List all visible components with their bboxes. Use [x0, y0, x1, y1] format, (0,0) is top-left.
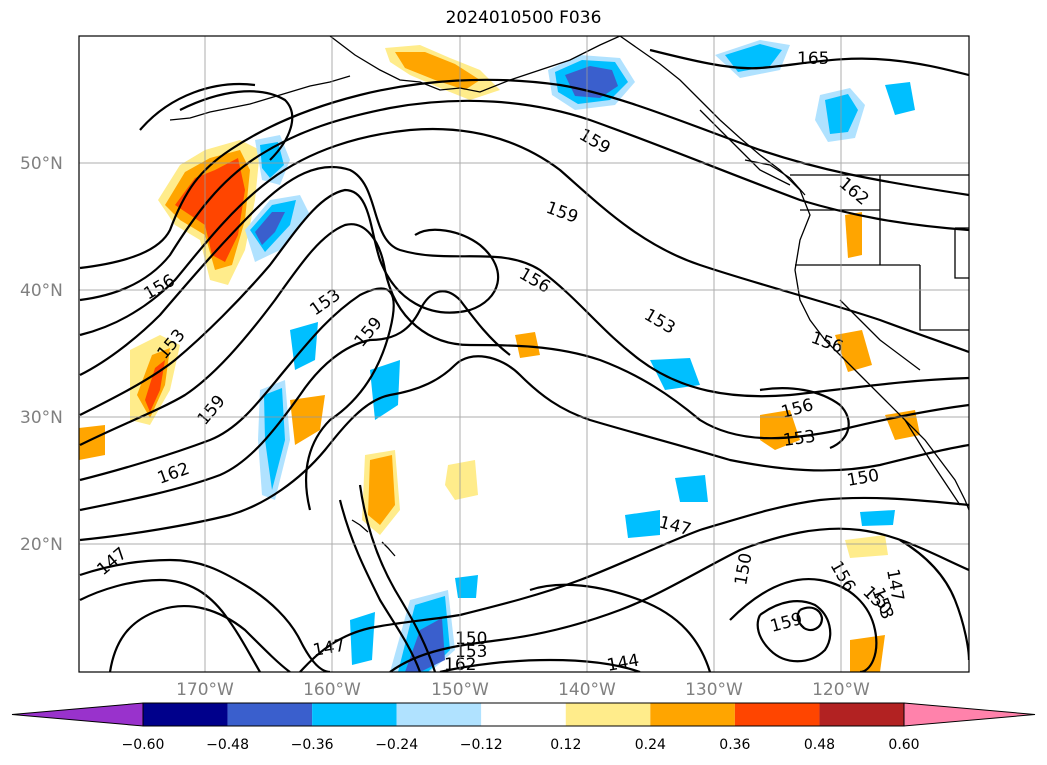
colorbar-tick-label: −0.48	[206, 737, 249, 753]
contour-label: 159	[351, 313, 387, 351]
colorbar-segment	[143, 703, 228, 726]
contour-label: 147	[311, 636, 346, 661]
contour-label: 159	[194, 391, 230, 429]
colorbar-extend-low	[11, 702, 144, 727]
colorbar-segment	[819, 703, 904, 726]
lat-label: 50°N	[20, 154, 63, 174]
contour-label: 156	[516, 264, 554, 298]
shade-negative	[675, 475, 708, 502]
colorbar-segment	[481, 703, 566, 726]
lon-label: 140°W	[558, 680, 616, 700]
colorbar-segment	[227, 703, 313, 726]
contour-label: 153	[641, 305, 679, 339]
map-title: 2024010500 F036	[445, 8, 602, 28]
lon-label: 120°W	[812, 680, 870, 700]
contour-label: 165	[797, 49, 829, 69]
shade-positive	[145, 360, 165, 412]
colorbar-frame	[142, 702, 905, 727]
shade-negative	[455, 575, 478, 598]
contour-label: 150	[455, 629, 487, 649]
contour-label: 153	[782, 427, 817, 451]
shade-negative	[370, 360, 400, 420]
lon-label: 150°W	[431, 680, 489, 700]
shade-negative	[264, 388, 285, 490]
contour-label: 156	[808, 328, 845, 358]
shade-negative	[350, 612, 375, 665]
colorbar-tick-label: −0.36	[291, 737, 334, 753]
contour-label: 159	[768, 609, 805, 637]
lat-label: 20°N	[20, 535, 63, 555]
colorbar-segment	[734, 703, 820, 726]
colorbar-tick-label: −0.24	[375, 737, 418, 753]
shade-negative	[255, 212, 285, 245]
lat-label: 40°N	[20, 281, 63, 301]
colorbar-tick-label: −0.60	[122, 737, 165, 753]
contour-label: 156	[779, 395, 816, 423]
lon-label: 130°W	[685, 680, 743, 700]
shade-positive	[760, 410, 800, 450]
shade-positive	[845, 212, 862, 258]
contour-label: 159	[576, 125, 614, 159]
contour-label: 150	[731, 551, 756, 586]
colorbar-tick-label: 0.24	[635, 737, 666, 753]
shade-negative	[860, 510, 895, 526]
lon-label: 170°W	[176, 680, 234, 700]
contour-label: 159	[543, 198, 580, 228]
graticule	[79, 36, 969, 672]
colorbar-tick-label: 0.60	[888, 737, 919, 753]
shade-positive	[515, 332, 540, 358]
contour-label: 162	[155, 459, 192, 489]
longitude-labels: 170°W 160°W 150°W 140°W 130°W 120°W	[176, 680, 870, 700]
shade-negative	[650, 358, 700, 390]
colorbar-segment	[396, 703, 482, 726]
contour-label: 153	[455, 642, 487, 662]
shade-negative	[725, 44, 782, 72]
map-plot-area: 165 159 159 162 156 156 153 153 153 159 …	[79, 36, 969, 676]
shade-negative	[625, 510, 660, 538]
shade-positive	[445, 460, 478, 500]
shade-positive	[290, 395, 325, 445]
contour-lines	[79, 48, 969, 672]
shaded-anomalies	[79, 40, 920, 672]
colorbar-extend-high	[903, 702, 1036, 727]
lon-label: 160°W	[303, 680, 361, 700]
shade-negative	[565, 66, 618, 98]
shade-positive	[845, 535, 888, 558]
lat-label: 30°N	[20, 408, 63, 428]
colorbar-segment	[565, 703, 651, 726]
colorbar-tick-label: 0.48	[804, 737, 835, 753]
map-frame	[78, 35, 970, 673]
colorbar-tick-label: −0.12	[460, 737, 503, 753]
contour-label: 144	[605, 651, 640, 676]
shade-positive	[850, 635, 885, 672]
contour-label: 147	[93, 544, 131, 580]
contour-label: 150	[845, 466, 880, 491]
colorbar-segment	[312, 703, 397, 726]
shade-negative	[885, 82, 915, 115]
shade-positive	[368, 455, 395, 525]
contour-label: 156	[826, 558, 860, 596]
colorbar: −0.60 −0.48 −0.36 −0.24 −0.12 0.12 0.24 0.36 0.4…	[11, 702, 1036, 753]
shade-positive	[79, 425, 105, 460]
shade-positive	[835, 330, 872, 372]
contour-label: 147	[657, 513, 694, 541]
colorbar-tick-label: 0.36	[719, 737, 750, 753]
colorbar-segment	[650, 703, 735, 726]
latitude-labels: 50°N 40°N 30°N 20°N	[20, 154, 63, 555]
colorbar-tick-label: 0.12	[550, 737, 581, 753]
